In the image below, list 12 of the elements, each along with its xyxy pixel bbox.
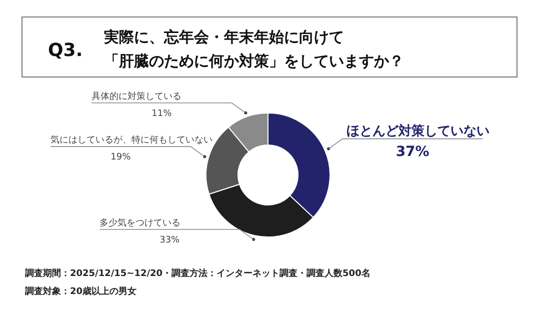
data-label: 33% <box>160 235 180 246</box>
slice-label: 多少気をつけている <box>100 217 181 228</box>
data-label: 11% <box>152 108 172 119</box>
chart-title: Q3. <box>48 40 83 61</box>
slice-label: 気にはしているが、特に何もしていない <box>50 134 213 146</box>
slice-label: ほとんど対策していない <box>346 122 490 139</box>
slice-label: 具体的に対策している <box>92 90 182 102</box>
text: 調査対象：20歳以上の男女 <box>24 286 137 297</box>
data-label: 19% <box>110 152 132 163</box>
data-label: 37% <box>396 144 430 160</box>
chart-subtitle: 実際に、忘年会・年末年始に向けて「肝臓のために何か対策」をしていますか？ <box>103 28 404 70</box>
text: 調査期間：2025/12/15~12/20・調査方法：インターネット調査・調査人数500名 <box>24 268 370 279</box>
